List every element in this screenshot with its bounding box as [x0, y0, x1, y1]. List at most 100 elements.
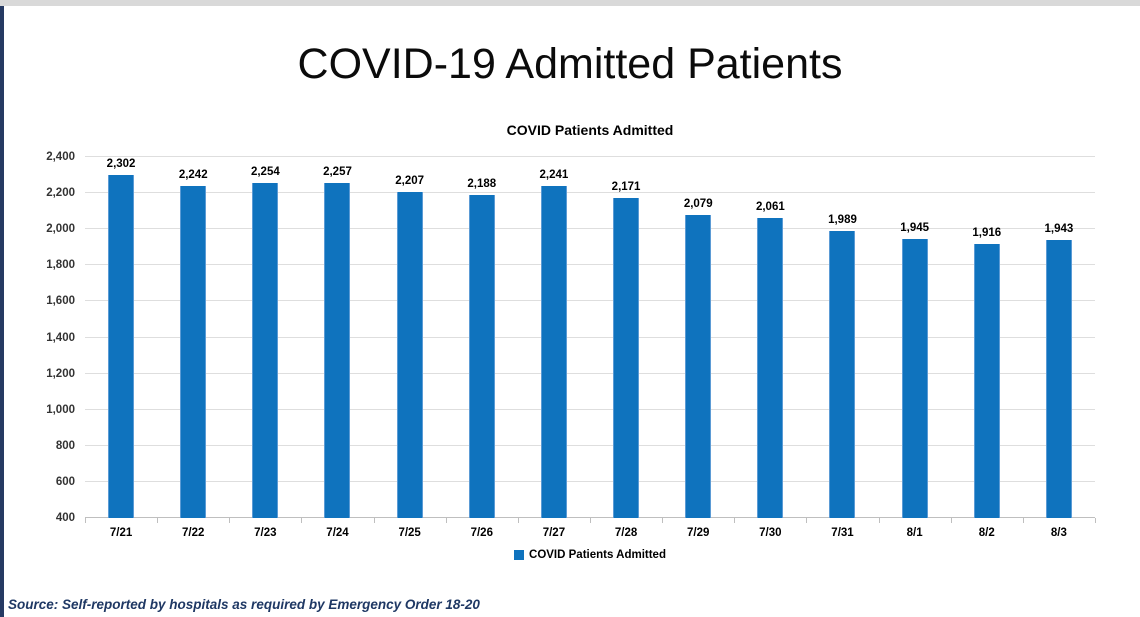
y-tick-label: 2,000 — [46, 223, 75, 236]
gridline — [85, 372, 1095, 374]
gridline — [85, 228, 1095, 230]
bar-column: 2,061 — [734, 157, 806, 518]
x-tick-label: 7/25 — [398, 527, 421, 539]
bar-column: 2,079 — [662, 157, 734, 518]
page-title: COVID-19 Admitted Patients — [297, 40, 843, 88]
x-tick-label: 7/22 — [182, 527, 205, 539]
x-axis-tick — [517, 518, 519, 523]
chart-legend: COVID Patients Admitted — [85, 549, 1095, 561]
bar — [396, 191, 423, 518]
bar-column: 1,989 — [806, 157, 878, 518]
bar-value-label: 1,945 — [900, 222, 930, 235]
x-tick-label: 8/1 — [906, 527, 923, 539]
bar-column: 1,945 — [879, 157, 951, 518]
bar-value-label: 2,079 — [683, 197, 713, 210]
gridline — [85, 264, 1095, 266]
bar — [1045, 239, 1072, 518]
x-tick-label: 7/26 — [470, 527, 493, 539]
bar — [685, 214, 712, 518]
x-tick-label: 8/2 — [978, 527, 995, 539]
x-tick-label: 7/30 — [759, 527, 782, 539]
y-tick-label: 1,800 — [46, 259, 75, 272]
x-axis-tick — [590, 518, 591, 523]
bar-value-label: 2,061 — [755, 201, 785, 214]
bar — [180, 185, 207, 518]
bar-value-label: 2,207 — [395, 174, 425, 187]
x-tick-label: 7/27 — [542, 527, 566, 539]
bar — [757, 218, 784, 518]
x-axis-tick — [1095, 518, 1096, 523]
bar-value-label: 2,302 — [106, 157, 136, 170]
bar-column: 2,302 — [85, 157, 157, 518]
x-tick-label: 8/3 — [1050, 527, 1067, 539]
bar-column: 2,254 — [229, 157, 301, 518]
bar-column: 2,171 — [590, 157, 662, 518]
gridline — [85, 336, 1095, 338]
gridline — [85, 156, 1095, 157]
gridline — [85, 192, 1095, 194]
bar — [613, 198, 640, 518]
x-axis-tick — [1022, 518, 1024, 523]
y-tick-label: 800 — [55, 439, 75, 452]
bar-value-label: 2,188 — [467, 178, 497, 191]
y-tick-label: 400 — [55, 512, 75, 524]
x-axis-tick — [734, 518, 736, 523]
x-tick-label: 7/31 — [831, 527, 854, 539]
legend-label: COVID Patients Admitted — [529, 549, 666, 561]
bar-column: 2,241 — [518, 157, 590, 518]
bar-column: 1,916 — [951, 157, 1023, 518]
bar-column: 2,188 — [446, 157, 518, 518]
x-axis-tick — [157, 518, 159, 523]
bar — [829, 231, 856, 518]
x-axis-tick — [662, 518, 664, 523]
bar-value-label: 2,241 — [539, 168, 569, 181]
bar-value-label: 1,916 — [972, 227, 1002, 240]
page-left-border — [0, 0, 4, 617]
x-axis-tick — [806, 518, 808, 523]
chart-plot-area: 400 600 800 1,000 1,200 1,400 1,600 1,800 2,000 2… — [46, 151, 1096, 539]
x-axis-tick — [85, 518, 86, 523]
bar — [901, 239, 928, 518]
x-tick-label: 7/29 — [687, 527, 710, 539]
bar-value-label: 1,989 — [828, 214, 857, 227]
x-axis-tick — [373, 518, 375, 523]
bar — [324, 182, 351, 518]
y-tick-label: 1,400 — [46, 331, 75, 344]
x-tick-label: 7/28 — [614, 527, 638, 539]
x-axis-tick — [445, 518, 447, 523]
y-tick-label: 1,200 — [46, 367, 75, 380]
bar-value-label: 2,257 — [323, 165, 352, 178]
x-axis-line — [85, 517, 1095, 518]
x-axis-tick — [229, 518, 231, 523]
y-tick-label: 1,600 — [46, 295, 75, 308]
y-tick-label: 600 — [55, 475, 75, 488]
bar — [540, 185, 567, 518]
x-axis-tick — [950, 518, 952, 523]
source-note: Source: Self-reported by hospitals as re… — [8, 597, 480, 612]
bar-column: 2,242 — [157, 157, 229, 518]
bar — [252, 183, 279, 518]
x-axis-tick — [301, 518, 303, 523]
bar-column: 1,943 — [1023, 157, 1095, 518]
bar-column: 2,207 — [374, 157, 446, 518]
x-axis-tick — [878, 518, 880, 523]
bar-value-label: 2,242 — [178, 168, 208, 181]
legend-swatch-icon — [514, 550, 525, 560]
x-tick-label: 7/24 — [326, 527, 349, 539]
chart-title: COVID Patients Admitted — [506, 122, 674, 138]
gridline — [85, 444, 1095, 446]
x-tick-label: 7/23 — [254, 527, 277, 539]
bar — [973, 244, 1000, 518]
x-tick-label: 7/21 — [109, 527, 133, 539]
window-top-strip — [0, 0, 1140, 6]
bar — [468, 195, 495, 518]
bar — [108, 174, 135, 518]
bar-column: 2,257 — [301, 157, 373, 518]
gridline — [85, 480, 1095, 482]
y-tick-label: 2,200 — [46, 187, 75, 200]
bar-value-label: 2,171 — [611, 181, 641, 194]
gridline — [85, 408, 1095, 410]
y-tick-label: 2,400 — [46, 151, 75, 163]
bar-value-label: 2,254 — [250, 166, 280, 179]
